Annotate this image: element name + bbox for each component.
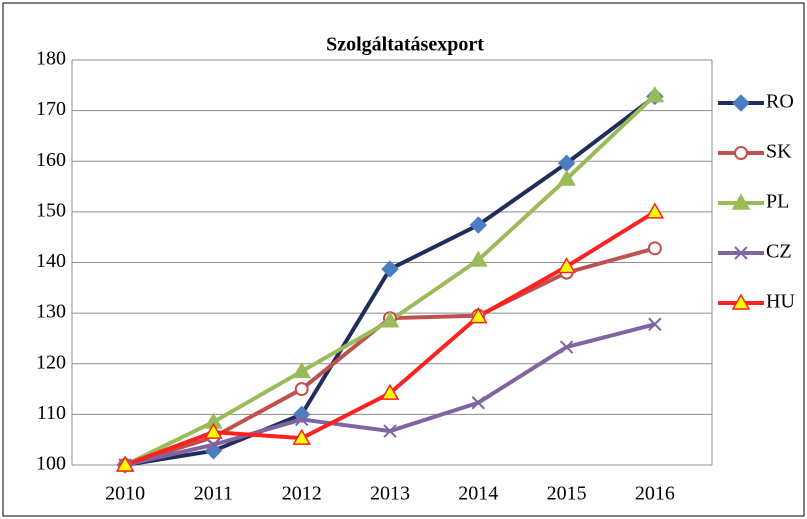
y-tick-label: 110 [37,402,66,424]
chart-title: Szolgáltatásexport [326,34,484,56]
marker [292,361,312,379]
y-tick-label: 130 [36,301,66,323]
legend-label: SK [766,141,792,163]
legend-marker [732,94,750,112]
y-tick-label: 140 [36,250,66,272]
legend-marker [731,193,751,210]
x-tick-label: 2015 [547,483,587,505]
marker [292,428,312,445]
x-tick-label: 2011 [194,483,233,505]
marker [204,442,223,460]
legend-marker [734,246,748,260]
marker [648,317,662,331]
marker [469,216,487,234]
x-tick-label: 2014 [458,483,498,505]
x-tick-label: 2010 [105,483,145,505]
marker [295,412,309,427]
y-tick-label: 160 [36,149,66,171]
legend-label: CZ [766,241,792,263]
legend-marker [731,293,751,310]
marker [115,455,135,472]
marker [559,340,574,354]
legend-label: RO [766,91,794,113]
legend-label: PL [766,191,789,213]
legend-label: HU [766,291,795,313]
marker [293,405,311,424]
marker [471,396,485,410]
marker [206,438,221,452]
x-tick-label: 2016 [635,483,675,505]
marker [383,424,397,438]
marker [468,307,488,324]
y-tick-label: 120 [36,351,66,373]
y-tick-label: 150 [36,199,66,221]
marker [381,260,399,278]
marker [645,202,665,219]
y-tick-label: 180 [36,48,66,70]
x-tick-label: 2012 [282,483,322,505]
marker [468,250,488,267]
y-tick-label: 100 [36,453,66,475]
marker [557,257,576,274]
marker [380,311,400,328]
legend-marker [734,146,748,160]
marker [647,241,662,256]
marker [294,382,309,397]
marker [645,85,665,103]
marker [557,169,576,186]
marker [204,422,223,439]
x-tick-label: 2013 [370,483,410,505]
y-tick-label: 170 [36,98,66,120]
marker [380,383,400,400]
